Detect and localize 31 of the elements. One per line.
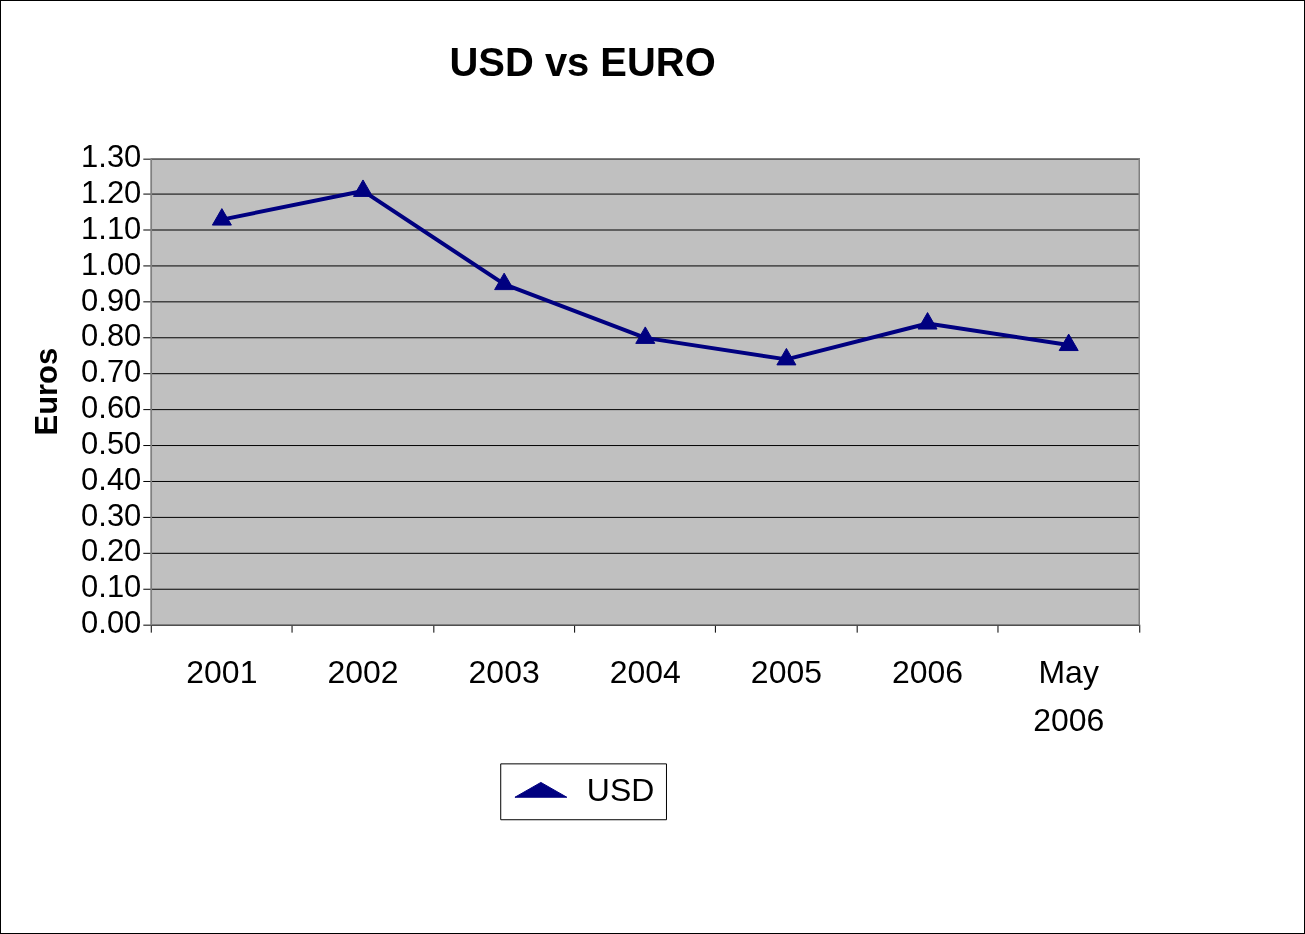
- x-tick-label: 2003: [468, 654, 540, 691]
- point: [211, 208, 232, 226]
- y-tick-label: 1.10: [81, 210, 142, 246]
- y-tick-label: 0.50: [81, 425, 142, 461]
- x-tick-label: 2004: [609, 654, 681, 691]
- y-tick-label: 1.30: [81, 139, 142, 175]
- x-tick-label: 2006: [892, 654, 964, 691]
- x-tick-label: May 2006: [1033, 654, 1105, 739]
- y-tick-label: 0.30: [81, 497, 142, 533]
- point: [776, 347, 797, 366]
- x-tick-label: 2001: [186, 654, 258, 691]
- y-tick-label: 0.00: [81, 605, 142, 641]
- point: [635, 326, 656, 344]
- y-tick-label: 0.20: [81, 533, 142, 569]
- y-tick-label: 0.90: [81, 282, 142, 318]
- y-tick-label: 1.00: [81, 246, 142, 282]
- y-tick-label: 1.20: [81, 175, 142, 211]
- point: [494, 272, 515, 291]
- x-tick-label: 2005: [750, 654, 822, 691]
- point: [1058, 333, 1079, 352]
- y-tick-label: 0.80: [81, 318, 142, 354]
- y-tick-label: 0.70: [81, 354, 142, 390]
- point: [353, 179, 374, 197]
- x-tick-label: 2002: [327, 654, 399, 691]
- y-tick-label: 0.10: [81, 569, 142, 605]
- y-tick-label: 0.60: [81, 390, 142, 426]
- chart-title: USD vs EURO: [449, 39, 716, 84]
- legend-label: USD: [586, 772, 655, 809]
- point: [917, 312, 938, 330]
- y-tick-label: 0.40: [81, 461, 142, 497]
- y-axis-title: Euros: [29, 347, 65, 436]
